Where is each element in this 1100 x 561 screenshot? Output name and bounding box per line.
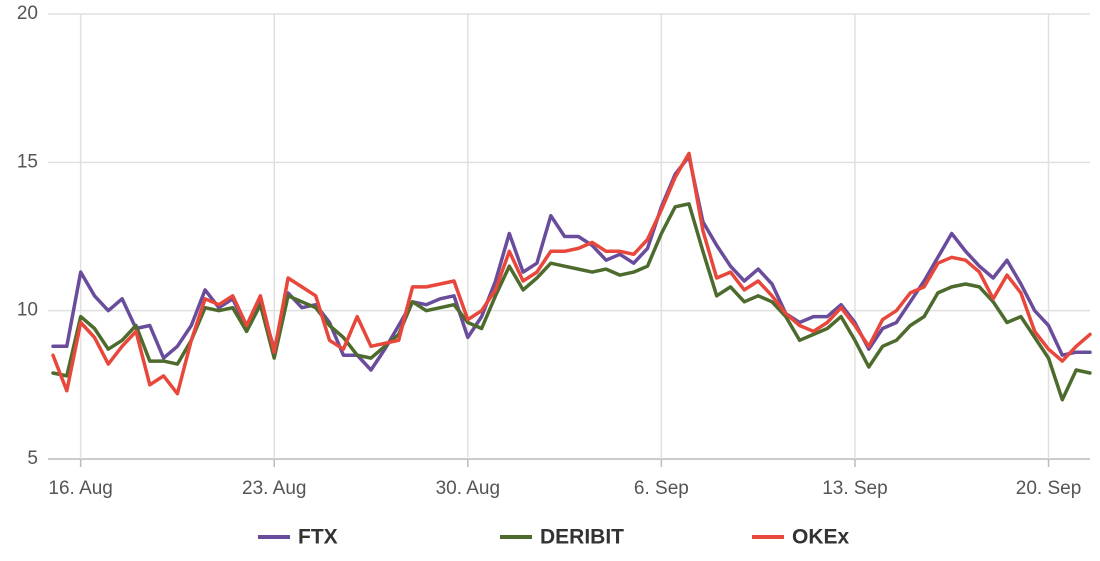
legend-label[interactable]: DERIBIT (540, 526, 624, 549)
x-tick-label: 20. Sep (1016, 478, 1082, 499)
y-tick-label: 20 (17, 3, 38, 24)
y-tick-label: 5 (27, 448, 38, 469)
x-tick-label: 16. Aug (48, 478, 112, 499)
y-tick-label: 10 (17, 300, 38, 321)
x-tick-label: 23. Aug (242, 478, 306, 499)
legend-label[interactable]: FTX (298, 526, 338, 549)
legend-label[interactable]: OKEx (792, 526, 850, 549)
x-tick-label: 30. Aug (436, 478, 500, 499)
y-tick-label: 15 (17, 151, 38, 172)
line-series (51, 154, 1092, 372)
x-tick-label: 6. Sep (634, 478, 689, 499)
line-series (51, 202, 1092, 402)
x-tick-label: 13. Sep (822, 478, 888, 499)
line-series (51, 151, 1092, 396)
